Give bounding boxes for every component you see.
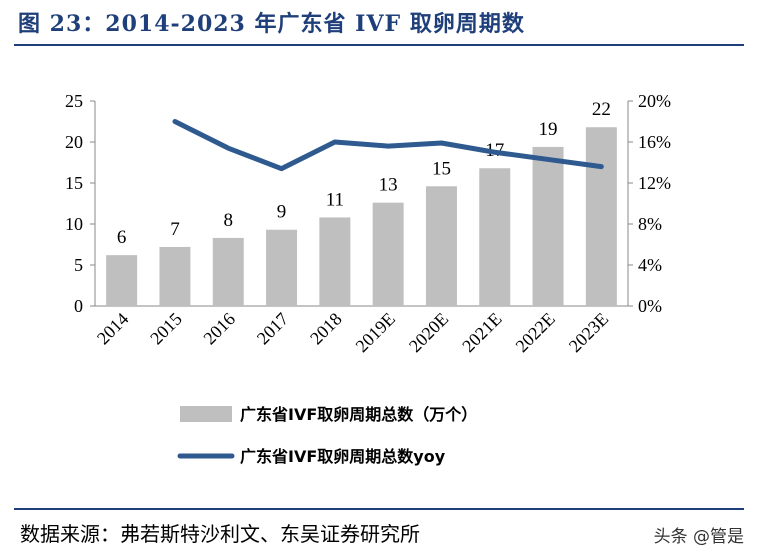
x-tick-label: 2019E [352, 309, 399, 356]
x-tick-label: 2016 [199, 309, 239, 349]
right-tick-label: 8% [638, 214, 662, 234]
source-note: 数据来源：弗若斯特沙利文、东吴证券研究所 [20, 522, 420, 546]
bar [106, 255, 138, 306]
bar [212, 237, 244, 306]
x-tick-label: 2018 [306, 309, 346, 349]
bar [159, 246, 191, 306]
right-tick-label: 4% [638, 255, 662, 275]
title-divider [14, 44, 744, 46]
bar-data-label: 22 [592, 99, 611, 120]
left-tick-label: 10 [65, 214, 83, 234]
left-tick-label: 20 [65, 132, 83, 152]
bar [532, 146, 564, 306]
footer-divider [14, 508, 744, 510]
x-tick-label: 2021E [458, 309, 505, 356]
left-tick-label: 0 [74, 296, 83, 316]
bar-data-label: 15 [432, 158, 451, 179]
legend-bar-swatch [180, 406, 232, 422]
x-tick-label: 2014 [93, 309, 133, 349]
x-tick-label: 2017 [253, 309, 293, 349]
bar [372, 202, 404, 306]
bar-data-label: 7 [170, 219, 180, 240]
bar-data-label: 6 [117, 227, 127, 248]
x-tick-label: 2020E [405, 309, 452, 356]
left-tick-label: 5 [74, 255, 83, 275]
right-tick-label: 12% [638, 173, 671, 193]
bar-data-label: 8 [224, 210, 234, 231]
bar-data-label: 19 [539, 119, 558, 140]
x-tick-label: 2015 [146, 309, 186, 349]
legend-bar-label: 广东省IVF取卵周期总数（万个） [240, 405, 477, 424]
bar [585, 127, 617, 307]
bar [479, 168, 511, 306]
right-tick-label: 0% [638, 296, 662, 316]
bar-data-label: 9 [277, 202, 287, 223]
chart-title: 图 23：2014-2023 年广东省 IVF 取卵周期数 [18, 11, 525, 37]
bar-data-label: 11 [326, 189, 344, 210]
bar [266, 229, 298, 306]
bar-data-label: 13 [379, 175, 398, 196]
watermark: 头条 @管是 [653, 527, 744, 547]
x-tick-label: 2022E [512, 309, 559, 356]
legend-line-label: 广东省IVF取卵周期总数yoy [240, 447, 446, 466]
x-tick-label: 2023E [565, 309, 612, 356]
left-tick-label: 15 [65, 173, 83, 193]
bar [425, 186, 457, 306]
bar [319, 217, 351, 306]
right-tick-label: 16% [638, 132, 671, 152]
left-tick-label: 25 [65, 91, 83, 111]
right-tick-label: 20% [638, 91, 671, 111]
